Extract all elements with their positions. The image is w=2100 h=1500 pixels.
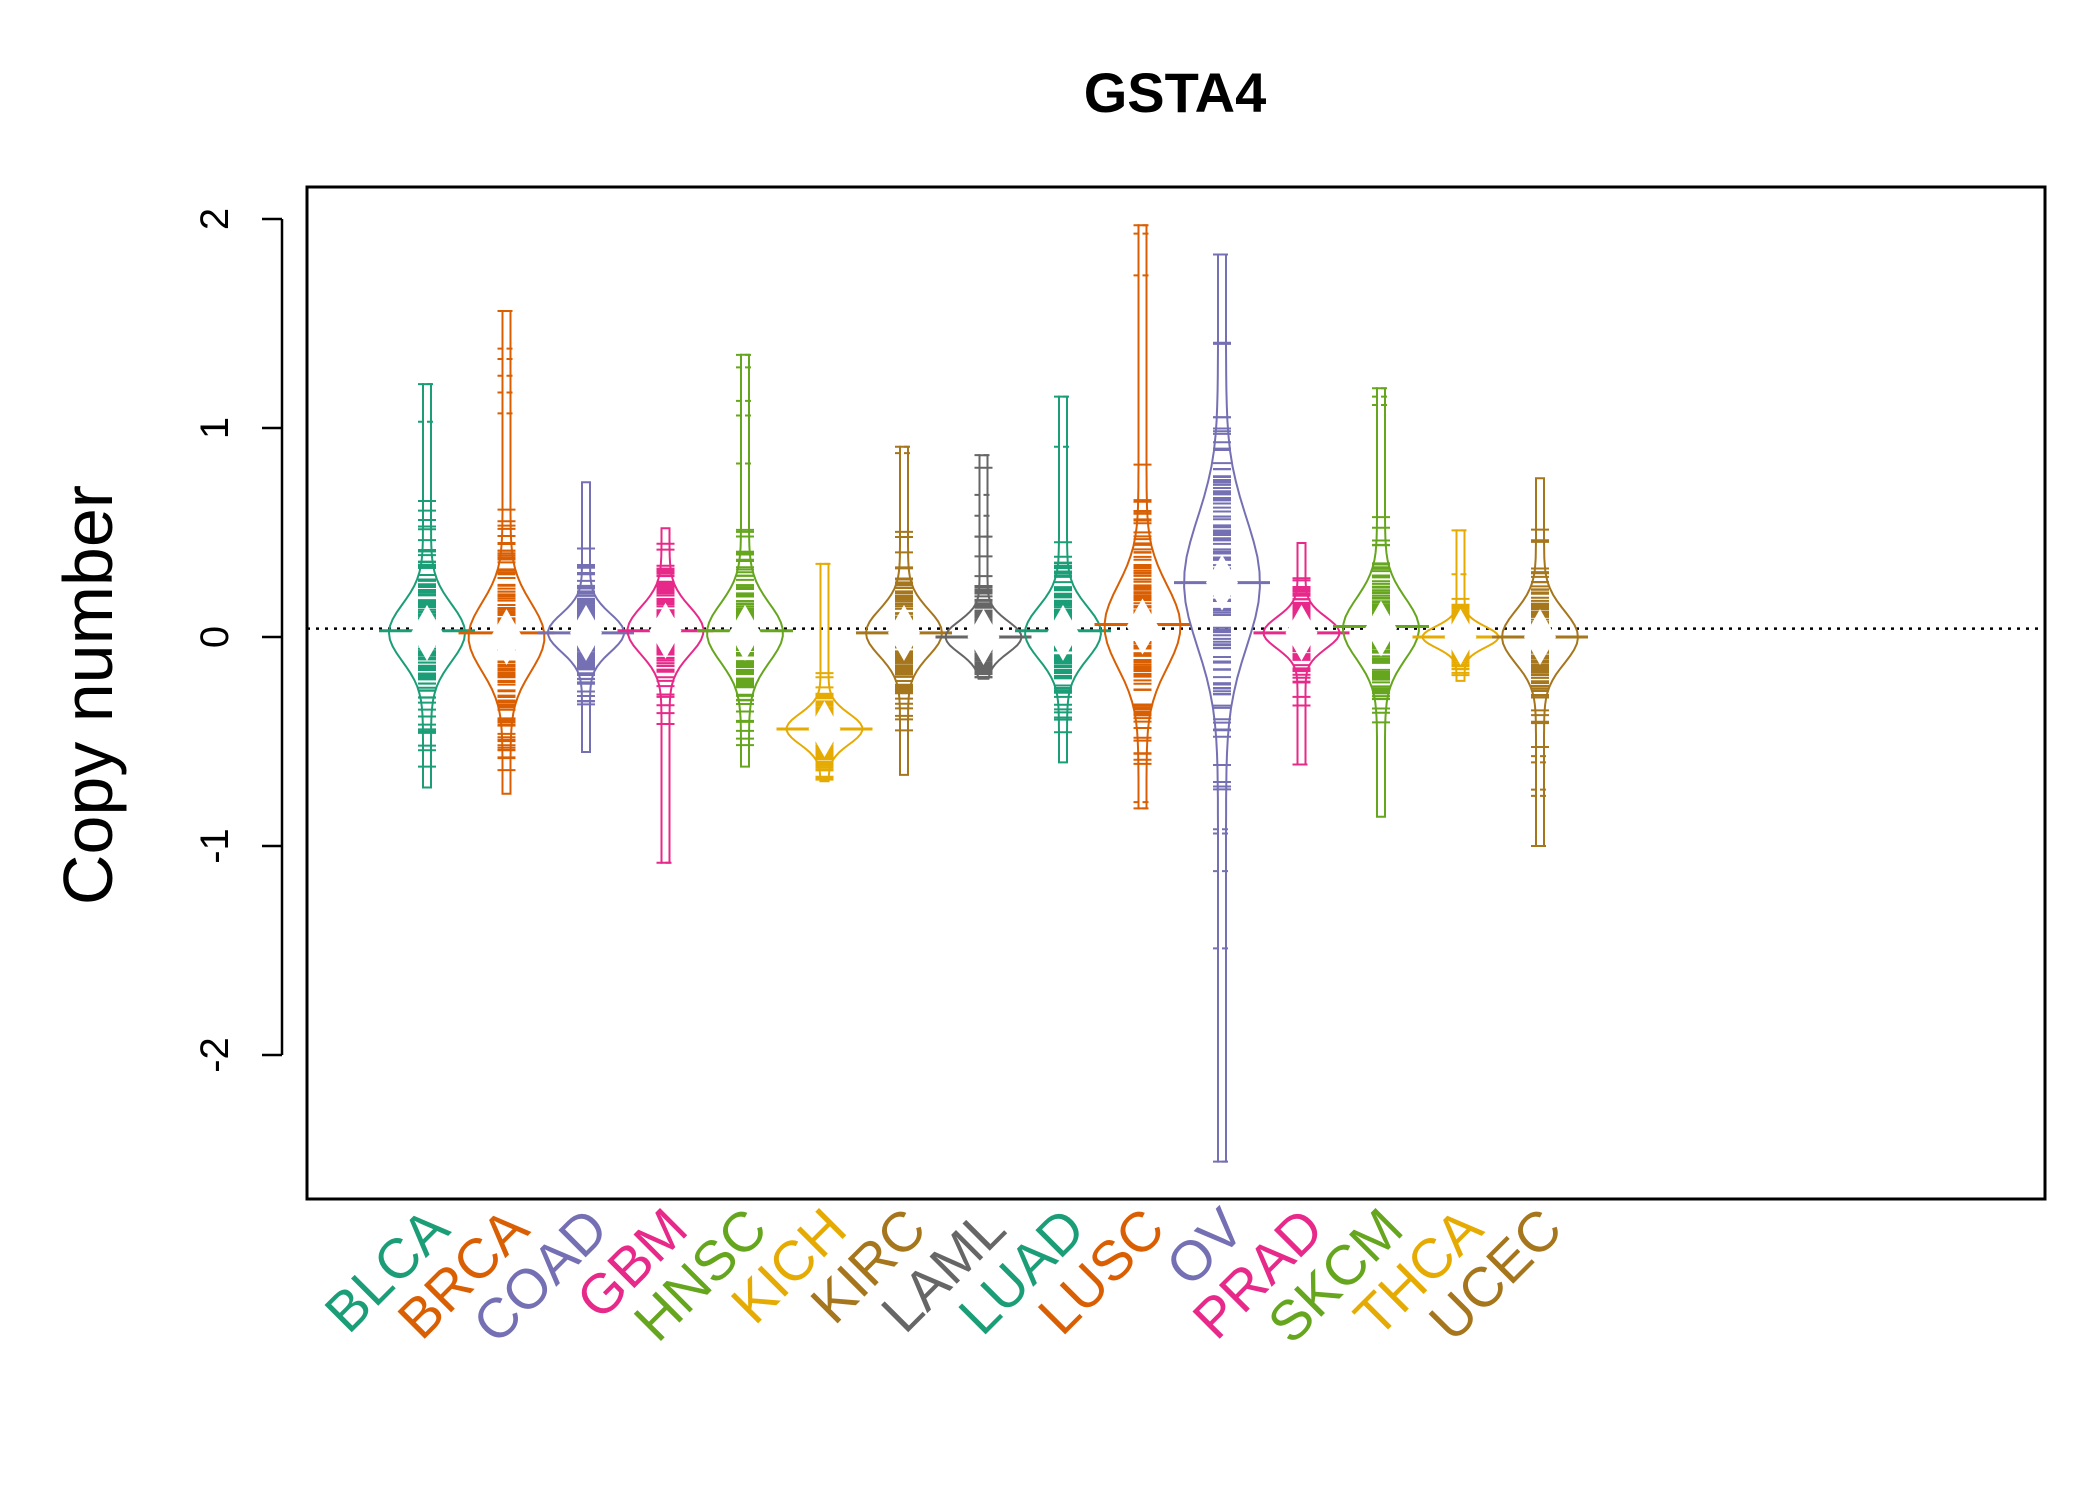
bean-kich — [776, 562, 873, 783]
bean-mode-marker — [570, 604, 602, 661]
bean-mode-marker — [1047, 604, 1079, 661]
chart-title: GSTA4 — [1084, 61, 1267, 124]
bean-laml — [935, 454, 1032, 680]
y-tick-label: 1 — [193, 417, 237, 439]
bean-outline — [547, 481, 625, 753]
bean-brca — [458, 309, 555, 795]
bean-mode-marker — [1524, 609, 1556, 665]
bean-outline — [1262, 542, 1341, 766]
bean-mode-marker — [649, 602, 682, 659]
bean-mode-marker — [1365, 600, 1397, 657]
bean-ucec — [1492, 477, 1588, 847]
bean-mode-marker — [729, 604, 761, 661]
bean-mode-marker — [1206, 554, 1238, 611]
bean-outline — [1024, 395, 1102, 764]
bean-hnsc — [697, 353, 793, 768]
bean-mode-marker — [808, 700, 841, 757]
bean-coad — [538, 481, 634, 753]
bean-mode-marker — [967, 609, 1000, 665]
bean-blca — [379, 383, 475, 789]
bean-kirc — [856, 445, 952, 776]
bean-mode-marker — [411, 604, 443, 661]
y-axis-label: Copy number — [49, 485, 127, 905]
bean-gbm — [617, 527, 714, 864]
y-tick-label: -2 — [193, 1037, 237, 1073]
beans — [379, 224, 1588, 1163]
y-tick-label: 0 — [193, 626, 237, 648]
bean-outline — [626, 527, 705, 864]
y-axis: -2 -1 0 1 2 — [193, 208, 284, 1073]
bean-mode-marker — [490, 609, 523, 665]
bean-mode-marker — [888, 604, 920, 661]
bean-mode-marker — [1444, 609, 1477, 665]
y-tick-label: -1 — [193, 828, 237, 864]
plot-frame — [305, 185, 2047, 1201]
bean-luad — [1015, 395, 1111, 764]
bean-ov — [1174, 253, 1270, 1163]
y-tick-label: 2 — [193, 208, 237, 230]
x-axis-labels: BLCABRCACOADGBMHNSCKICHKIRCLAMLLUADLUSCO… — [312, 1195, 1573, 1354]
bean-mode-marker — [1126, 598, 1159, 655]
bean-skcm — [1333, 387, 1429, 818]
bean-lusc — [1094, 224, 1191, 810]
bean-mode-marker — [1285, 604, 1318, 661]
bean-thca — [1412, 529, 1509, 682]
bean-prad — [1253, 542, 1350, 766]
